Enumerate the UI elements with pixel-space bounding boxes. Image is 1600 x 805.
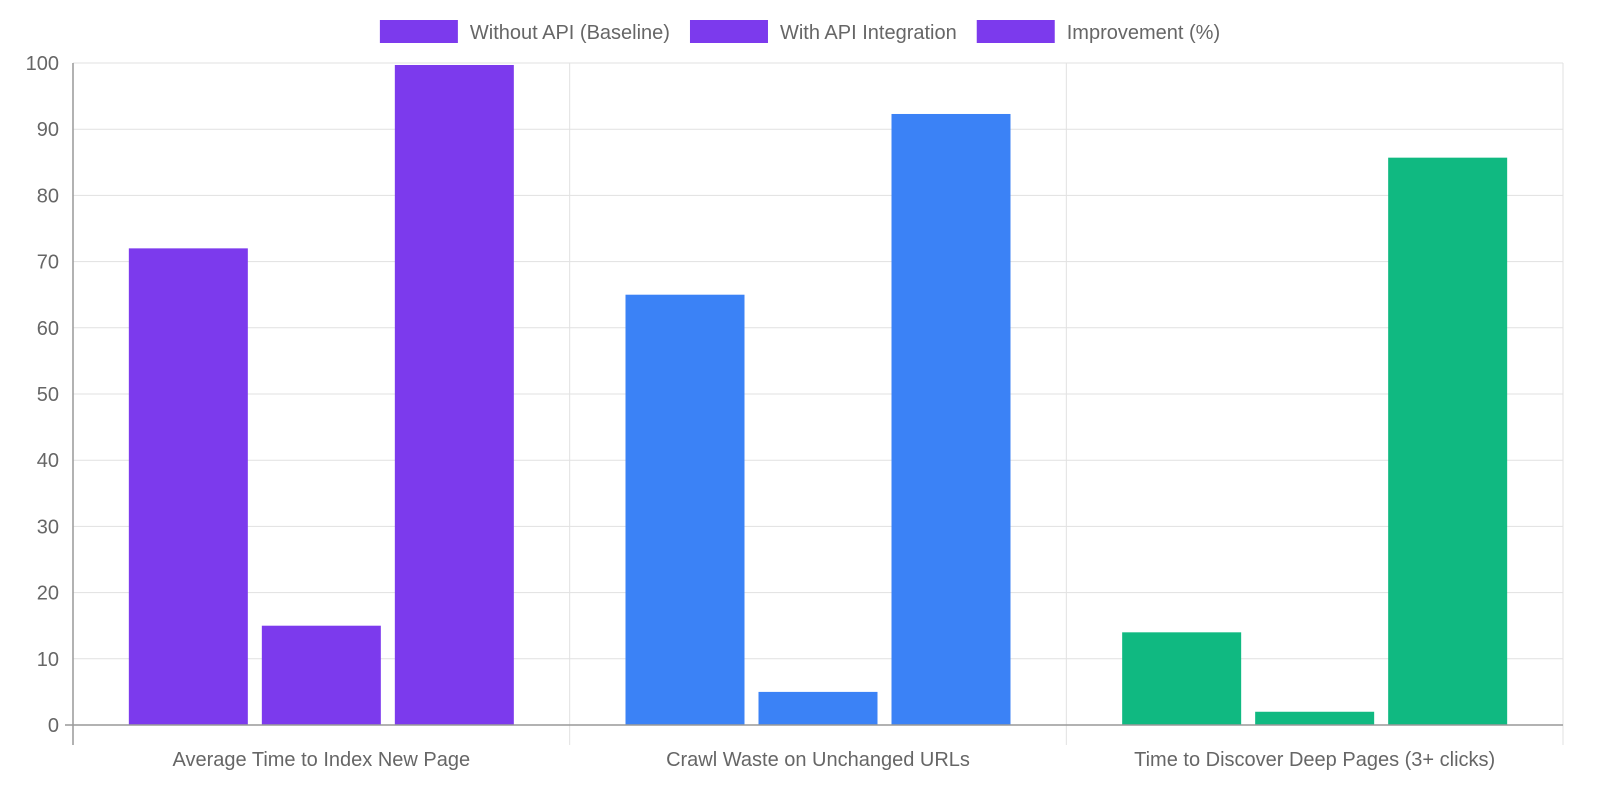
legend-label: With API Integration xyxy=(780,22,957,44)
legend-swatch xyxy=(379,20,458,43)
bar xyxy=(128,248,248,726)
legend-swatch xyxy=(976,20,1055,43)
bars xyxy=(128,64,1508,726)
bar xyxy=(261,625,381,725)
y-tick-label: 10 xyxy=(37,649,59,671)
bar xyxy=(1388,157,1508,725)
x-category-label: Average Time to Index New Page xyxy=(173,749,471,771)
y-tick-label: 50 xyxy=(37,384,59,406)
legend: Without API (Baseline) With API Integrati… xyxy=(379,20,1220,44)
bar xyxy=(1255,711,1375,725)
labels: 0 10 20 30 40 50 60 70 80 90 100 Average Time to In… xyxy=(26,53,1496,771)
y-tick-label: 80 xyxy=(37,185,59,207)
x-category-label: Crawl Waste on Unchanged URLs xyxy=(666,749,970,771)
bar xyxy=(1122,632,1242,725)
y-tick-label: 20 xyxy=(37,583,59,605)
y-tick-label: 70 xyxy=(37,252,59,274)
axes xyxy=(65,63,1563,745)
bar xyxy=(394,64,514,725)
bar xyxy=(891,113,1011,725)
bar xyxy=(758,691,878,725)
grid xyxy=(73,62,1564,745)
y-tick-label: 30 xyxy=(37,516,59,538)
legend-label: Improvement (%) xyxy=(1067,22,1220,44)
x-category-label: Time to Discover Deep Pages (3+ clicks) xyxy=(1134,749,1495,771)
y-tick-label: 60 xyxy=(37,318,59,340)
legend-swatch xyxy=(689,20,768,43)
bar xyxy=(625,294,745,725)
legend-label: Without API (Baseline) xyxy=(470,22,670,44)
y-tick-label: 100 xyxy=(26,53,59,75)
y-tick-label: 40 xyxy=(37,450,59,472)
y-tick-label: 90 xyxy=(37,119,59,141)
y-tick-label: 0 xyxy=(48,715,59,737)
